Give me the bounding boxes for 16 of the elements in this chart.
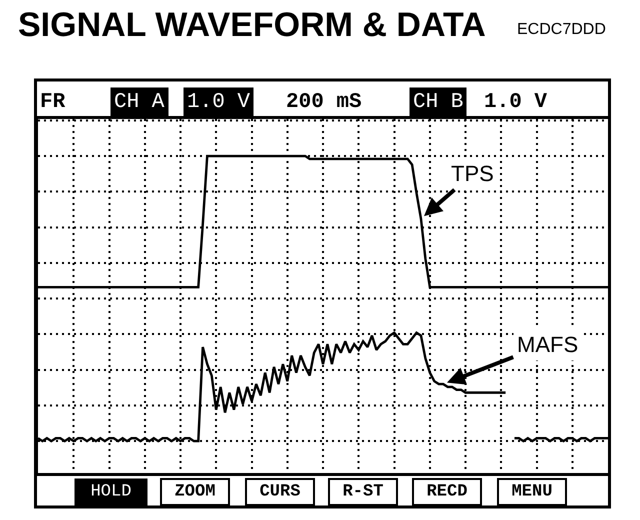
- text: HOLD: [90, 482, 132, 502]
- text: 200 mS: [286, 91, 362, 114]
- text: ECDC7DDD: [517, 21, 606, 38]
- text: 1.0 V: [187, 91, 250, 114]
- text: CH B: [413, 91, 464, 114]
- text: CH A: [114, 91, 165, 114]
- text: RECD: [426, 482, 468, 502]
- text: 1.0 V: [484, 91, 548, 114]
- text: CURS: [260, 482, 300, 502]
- series-label: TPS: [451, 161, 494, 186]
- chart-title: SIGNAL WAVEFORM & DATA: [18, 6, 486, 44]
- series-label: MAFS: [517, 332, 578, 357]
- text: FR: [40, 91, 66, 114]
- text: ZOOM: [174, 482, 216, 502]
- text: R-ST: [342, 482, 384, 502]
- text: MENU: [512, 482, 552, 502]
